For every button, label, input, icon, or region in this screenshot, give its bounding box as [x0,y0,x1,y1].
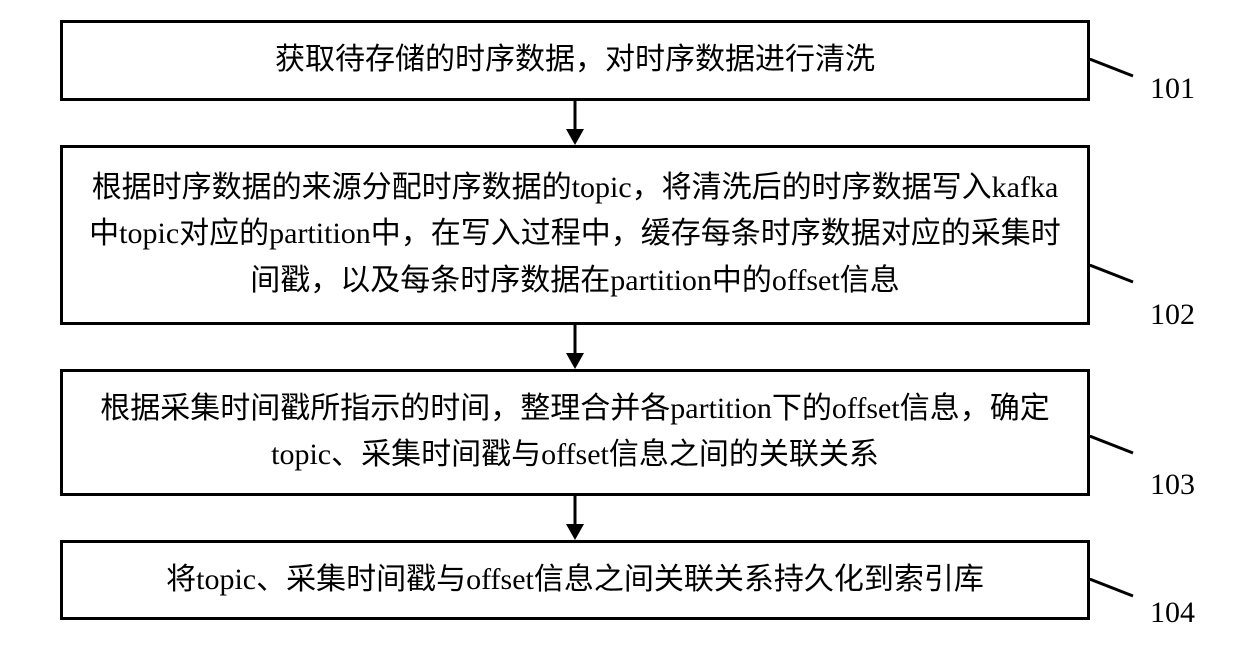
step-label-101: 101 [1150,72,1195,106]
connector-103 [1087,435,1147,475]
connector-104 [1087,578,1147,618]
step-box-102: 根据时序数据的来源分配时序数据的topic，将清洗后的时序数据写入kafka中t… [60,145,1090,325]
connector-102 [1087,264,1147,304]
connector-101 [1087,58,1147,98]
step-text-103: 根据采集时间戳所指示的时间，整理合并各partition下的offset信息，确… [87,386,1063,479]
flowchart-container: 获取待存储的时序数据，对时序数据进行清洗 101 根据时序数据的来源分配时序数据… [60,20,1180,620]
step-text-104: 将topic、采集时间戳与offset信息之间关联关系持久化到索引库 [166,557,984,604]
step-text-102: 根据时序数据的来源分配时序数据的topic，将清洗后的时序数据写入kafka中t… [87,165,1063,305]
step-box-104: 将topic、采集时间戳与offset信息之间关联关系持久化到索引库 [60,540,1090,621]
arrow-102-103 [60,325,1090,369]
step-label-103: 103 [1150,468,1195,502]
step-label-104: 104 [1150,596,1195,630]
arrow-103-104 [60,496,1090,540]
step-text-101: 获取待存储的时序数据，对时序数据进行清洗 [275,37,875,84]
step-box-101: 获取待存储的时序数据，对时序数据进行清洗 [60,20,1090,101]
step-box-103: 根据采集时间戳所指示的时间，整理合并各partition下的offset信息，确… [60,369,1090,496]
step-label-102: 102 [1150,298,1195,332]
arrow-101-102 [60,101,1090,145]
